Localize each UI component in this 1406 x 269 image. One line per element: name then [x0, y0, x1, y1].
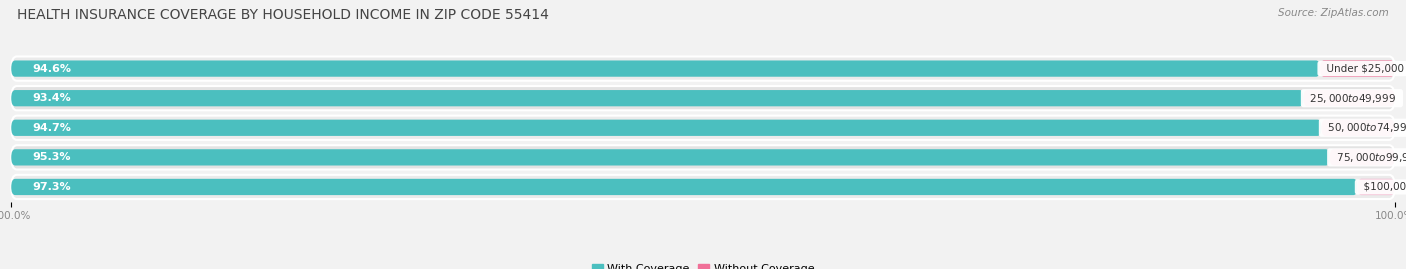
Text: Source: ZipAtlas.com: Source: ZipAtlas.com: [1278, 8, 1389, 18]
FancyBboxPatch shape: [1320, 61, 1395, 77]
FancyBboxPatch shape: [11, 56, 1395, 81]
Text: Under $25,000: Under $25,000: [1320, 63, 1406, 74]
FancyBboxPatch shape: [11, 120, 1322, 136]
FancyBboxPatch shape: [11, 61, 1320, 77]
FancyBboxPatch shape: [11, 86, 1395, 110]
FancyBboxPatch shape: [11, 179, 1357, 195]
FancyBboxPatch shape: [11, 90, 1303, 106]
Text: 97.3%: 97.3%: [32, 182, 70, 192]
Text: $75,000 to $99,999: $75,000 to $99,999: [1330, 151, 1406, 164]
FancyBboxPatch shape: [1330, 149, 1395, 165]
FancyBboxPatch shape: [11, 145, 1395, 169]
Text: $25,000 to $49,999: $25,000 to $49,999: [1303, 92, 1400, 105]
Text: $50,000 to $74,999: $50,000 to $74,999: [1322, 121, 1406, 134]
FancyBboxPatch shape: [11, 116, 1395, 140]
Text: HEALTH INSURANCE COVERAGE BY HOUSEHOLD INCOME IN ZIP CODE 55414: HEALTH INSURANCE COVERAGE BY HOUSEHOLD I…: [17, 8, 548, 22]
FancyBboxPatch shape: [1322, 120, 1395, 136]
FancyBboxPatch shape: [1303, 90, 1395, 106]
Text: $100,000 and over: $100,000 and over: [1357, 182, 1406, 192]
Legend: With Coverage, Without Coverage: With Coverage, Without Coverage: [588, 261, 818, 269]
FancyBboxPatch shape: [1357, 179, 1395, 195]
FancyBboxPatch shape: [11, 149, 1330, 165]
Text: 95.3%: 95.3%: [32, 152, 70, 162]
Text: 94.6%: 94.6%: [32, 63, 70, 74]
FancyBboxPatch shape: [11, 175, 1395, 199]
Text: 93.4%: 93.4%: [32, 93, 70, 103]
Text: 94.7%: 94.7%: [32, 123, 70, 133]
